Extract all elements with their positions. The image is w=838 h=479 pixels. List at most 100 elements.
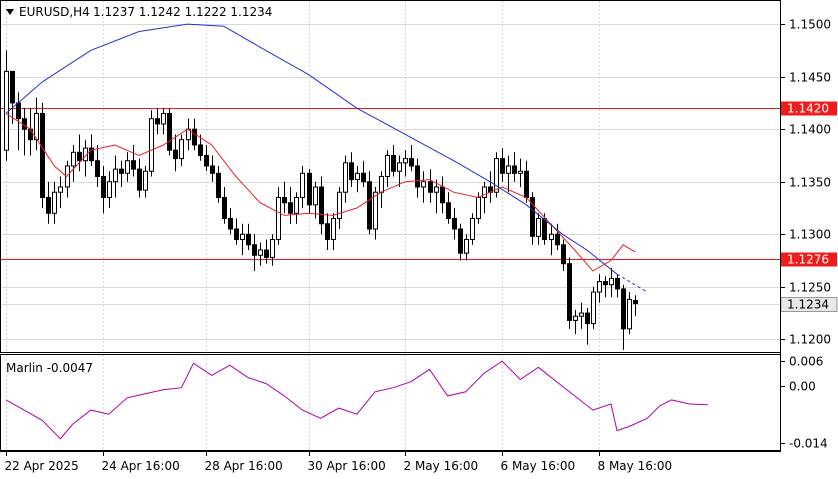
- candle-body-bear: [46, 196, 51, 214]
- level-price-label: 1.1420: [787, 102, 829, 116]
- candle-body-bull: [300, 172, 305, 198]
- candle-body-bull: [343, 162, 348, 193]
- candle-body-bear: [446, 202, 451, 220]
- grid: [1, 1, 780, 451]
- candle-body-bear: [530, 196, 535, 237]
- slow-moving-average: [5, 23, 618, 275]
- candle-body-bear: [137, 168, 142, 191]
- candle-body-bear: [173, 149, 178, 160]
- candle-body-bear: [415, 165, 420, 188]
- candle-body-bear: [77, 151, 82, 162]
- candle-body-bear: [524, 170, 529, 198]
- candle-body-bull: [258, 249, 263, 256]
- candle-body-bull: [573, 315, 578, 321]
- candle-body-bear: [458, 228, 463, 254]
- candle-body-bull: [186, 128, 191, 141]
- candle-body-bear: [319, 186, 324, 225]
- candle-body-bear: [167, 112, 172, 151]
- candle-body-bull: [143, 170, 148, 191]
- candle-body-bull: [421, 181, 426, 188]
- time-tick-label: 30 Apr 16:00: [308, 459, 386, 473]
- candle-body-bull: [355, 172, 360, 181]
- candle-body-bull: [385, 154, 390, 177]
- candle-body-bear: [252, 244, 257, 256]
- candle-body-bull: [579, 312, 584, 317]
- oscillator-tick-label: -0.014: [789, 437, 828, 451]
- candle-body-bear: [621, 288, 626, 330]
- candle-body-bull: [34, 112, 39, 141]
- candle-body-bull: [276, 196, 281, 241]
- candle-body-bear: [40, 112, 45, 198]
- candle-body-bull: [403, 158, 408, 164]
- candle-body-bull: [4, 70, 9, 151]
- candle-body-bull: [373, 191, 378, 230]
- symbol-label: EURUSD,H4: [19, 5, 90, 19]
- candle-body-bull: [549, 233, 554, 241]
- candle-body-bull: [149, 118, 154, 172]
- candle-body-bear: [325, 223, 330, 241]
- candle-body-bear: [349, 162, 354, 181]
- candle-body-bear: [585, 312, 590, 325]
- candle-body-bull: [476, 196, 481, 220]
- candle-body-bull: [331, 218, 336, 241]
- candle-body-bull: [58, 186, 63, 193]
- candle-body-bear: [367, 181, 372, 230]
- candle-body-bull: [464, 239, 469, 254]
- candle-body-bull: [536, 218, 541, 237]
- candle-body-bull: [179, 139, 184, 160]
- price-tick-label: 1.1350: [789, 176, 831, 190]
- candle-body-bear: [28, 128, 33, 141]
- indicator-pane-frame: [0, 354, 781, 451]
- ohlc-values: 1.1237 1.1242 1.1222 1.1234: [93, 5, 272, 19]
- candle-body-bull: [597, 281, 602, 293]
- price-tick-label: 1.1500: [789, 18, 831, 32]
- candle-body-bear: [89, 147, 94, 162]
- time-tick-label: 28 Apr 16:00: [205, 459, 283, 473]
- candle-body-bear: [155, 118, 160, 125]
- price-tick-label: 1.1200: [789, 333, 831, 347]
- candle-body-bear: [204, 154, 209, 167]
- candle-body-bull: [482, 186, 487, 198]
- candle-body-bull: [240, 233, 245, 241]
- candle-body-bull: [470, 218, 475, 241]
- candle-body-bull: [65, 165, 70, 188]
- candle-body-bear: [361, 172, 366, 183]
- candle-body-bull: [494, 158, 499, 193]
- fast-moving-average: [5, 112, 636, 272]
- current-price-label: 1.1234: [787, 298, 829, 312]
- candle-body-bear: [119, 168, 124, 174]
- candle-body-bear: [409, 158, 414, 167]
- price-tick-label: 1.1250: [789, 281, 831, 295]
- candle-body-bear: [512, 165, 517, 174]
- candle-body-bull: [294, 196, 299, 214]
- candle-body-bear: [101, 175, 106, 198]
- candle-body-bear: [282, 196, 287, 204]
- level-price-label: 1.1276: [787, 253, 829, 267]
- moving-averages: [5, 23, 648, 293]
- time-tick-label: 6 May 16:00: [501, 459, 576, 473]
- candle-body-bear: [95, 160, 100, 177]
- candle-body-bull: [591, 291, 596, 325]
- triangle-down-icon[interactable]: [6, 9, 14, 15]
- time-tick-label: 22 Apr 2025: [5, 459, 79, 473]
- candle-body-bear: [10, 70, 15, 104]
- candle-body-bear: [198, 144, 203, 156]
- indicator-label: Marlin -0.0047: [6, 361, 93, 375]
- time-tick-label: 8 May 16:00: [598, 459, 673, 473]
- price-tick-label: 1.1400: [789, 123, 831, 137]
- candle-body-bull: [518, 170, 523, 174]
- horizontal-levels: [1, 108, 780, 260]
- time-tick-label: 24 Apr 16:00: [102, 459, 180, 473]
- level-price-tag: [781, 101, 837, 116]
- candle-body-bull: [161, 112, 166, 125]
- candle-body-bear: [288, 202, 293, 214]
- candle-body-bear: [216, 172, 221, 198]
- candle-body-bear: [633, 299, 638, 305]
- candle-body-bear: [440, 186, 445, 204]
- candle-body-bear: [428, 181, 433, 193]
- candle-body-bear: [131, 160, 136, 170]
- candle-body-bear: [228, 218, 233, 230]
